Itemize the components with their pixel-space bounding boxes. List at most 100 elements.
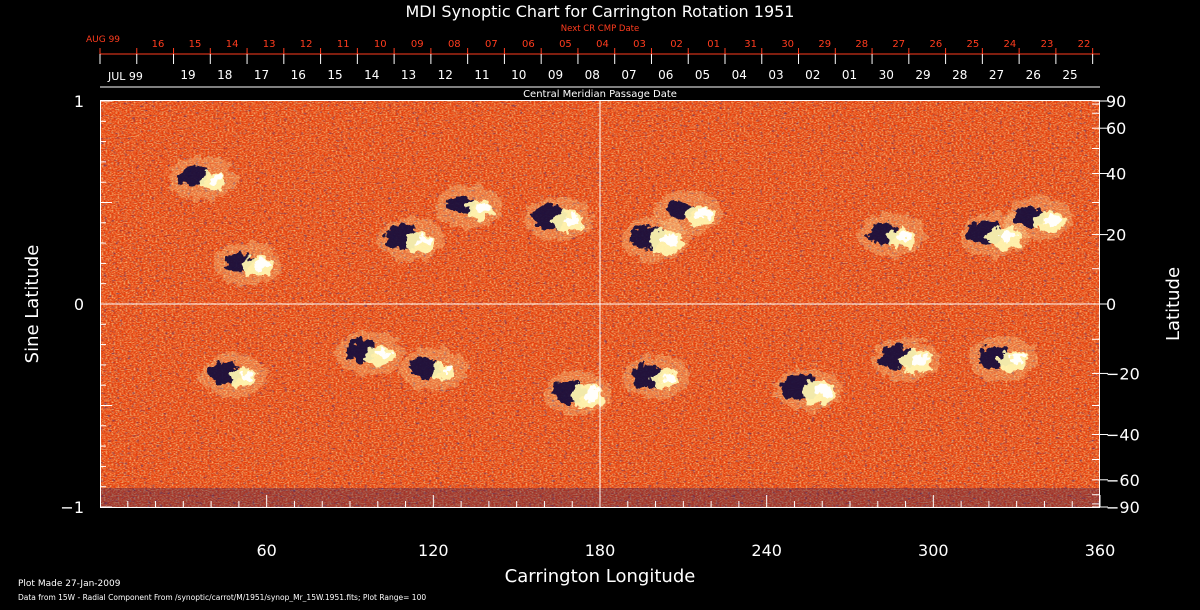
top-axis-tick-label: 08 xyxy=(448,39,461,50)
positive-polarity-core xyxy=(210,174,223,184)
top-axis-tick-label: 02 xyxy=(670,39,683,50)
positive-polarity-core xyxy=(376,348,391,359)
x-tick-label: 300 xyxy=(918,541,949,560)
active-region xyxy=(774,367,843,412)
top-axis-tick-label: 10 xyxy=(374,39,387,50)
top-axis-tick-label: 16 xyxy=(152,39,165,50)
mid-axis-tick-label: 11 xyxy=(474,68,489,82)
mid-axis-tick-label: 18 xyxy=(217,68,232,82)
y-left-tick-label: 0 xyxy=(74,295,84,314)
active-region xyxy=(968,336,1037,381)
mid-axis-ticks: 19 18 17 16 15 14 13 12 11 10 09 08 07 06 05 04 03 02 01 30… xyxy=(99,54,1094,82)
top-axis-tick-label: 01 xyxy=(707,39,720,50)
mid-axis-month: JUL 99 xyxy=(107,70,143,83)
active-region xyxy=(335,330,404,375)
y-axis-left-title: Sine Latitude xyxy=(22,245,43,364)
positive-polarity-core xyxy=(254,259,269,270)
positive-polarity-core xyxy=(814,384,831,397)
top-axis-tick-label: 23 xyxy=(1041,39,1054,50)
y-right-tick-label: 0 xyxy=(1106,295,1116,314)
positive-polarity-core xyxy=(1045,214,1061,226)
mid-axis-tick-label: 28 xyxy=(952,68,967,82)
top-axis-tick-label: 04 xyxy=(596,39,609,50)
positive-polarity-core xyxy=(565,214,580,226)
positive-polarity-core xyxy=(441,365,453,375)
mid-axis-tick-label: 15 xyxy=(327,68,342,82)
active-region xyxy=(1004,196,1073,241)
chart-title: MDI Synoptic Chart for Carrington Rotati… xyxy=(406,2,795,21)
mid-axis-tick-label: 07 xyxy=(621,68,636,82)
top-axis-tick-label: 06 xyxy=(522,39,535,50)
top-axis-tick-label: 25 xyxy=(967,39,980,50)
top-axis-tick-label: 09 xyxy=(411,39,424,50)
data-source-note: Data from 15W - Radial Component From /s… xyxy=(18,593,427,602)
top-axis-ticks: 16 15 14 13 12 11 10 09 08 07 06 05 04 03 02 01 31 30 29 28… xyxy=(99,39,1094,54)
positive-polarity-core xyxy=(1000,229,1017,242)
mid-axis-tick-label: 09 xyxy=(548,68,563,82)
active-region xyxy=(621,355,690,400)
mid-axis-tick-label: 19 xyxy=(180,68,195,82)
active-region xyxy=(871,336,940,381)
x-axis: 60 120 180 240 300 360 xyxy=(127,495,1116,560)
y-right-tick-label: −20 xyxy=(1106,364,1140,383)
positive-polarity-core xyxy=(1009,354,1024,365)
positive-polarity-core xyxy=(477,202,490,213)
mid-axis-tick-label: 27 xyxy=(989,68,1004,82)
top-axis-tick-label: 12 xyxy=(300,39,313,50)
mid-axis-tick-label: 30 xyxy=(879,68,894,82)
y-right-tick-label: 60 xyxy=(1106,119,1126,138)
mid-axis-tick-label: 04 xyxy=(732,68,747,82)
y-right-tick-label: 90 xyxy=(1106,92,1126,111)
mid-axis-tick-label: 14 xyxy=(364,68,379,82)
mid-axis-label: Central Meridian Passage Date xyxy=(523,89,677,100)
top-axis-tick-label: 14 xyxy=(226,39,239,50)
positive-polarity-core xyxy=(663,373,676,383)
positive-polarity-core xyxy=(417,234,433,246)
active-region xyxy=(213,241,282,286)
top-axis-month: AUG 99 xyxy=(86,35,120,45)
top-axis-tick-label: 27 xyxy=(892,39,905,50)
y-right-tick-label: 40 xyxy=(1106,165,1126,184)
x-axis-title: Carrington Longitude xyxy=(505,566,696,587)
mid-axis-tick-label: 13 xyxy=(401,68,416,82)
mid-axis-tick-label: 02 xyxy=(805,68,820,82)
plot-made-note: Plot Made 27-Jan-2009 xyxy=(18,579,121,589)
active-region xyxy=(377,217,446,262)
top-axis-tick-label: 24 xyxy=(1004,39,1017,50)
positive-polarity-core xyxy=(240,370,255,382)
top-axis-tick-label: 11 xyxy=(337,39,350,50)
active-region xyxy=(524,196,593,241)
top-axis-label: Next CR CMP Date xyxy=(561,24,639,34)
positive-polarity-core xyxy=(898,230,913,242)
y-right-tick-label: −60 xyxy=(1106,471,1140,490)
top-axis-tick-label: 26 xyxy=(929,39,942,50)
top-axis-tick-label: 28 xyxy=(855,39,868,50)
negative-polarity-patch xyxy=(409,356,439,378)
mid-axis-tick-label: 26 xyxy=(1026,68,1041,82)
positive-polarity-core xyxy=(911,354,928,366)
x-tick-label: 60 xyxy=(256,541,276,560)
positive-polarity-core xyxy=(583,388,600,401)
mid-axis-tick-label: 25 xyxy=(1062,68,1077,82)
mid-axis-tick-label: 16 xyxy=(291,68,306,82)
y-axis-right-title: Latitude xyxy=(1163,267,1184,341)
top-axis-tick-label: 05 xyxy=(559,39,572,50)
x-tick-label: 180 xyxy=(585,541,616,560)
top-axis-tick-label: 22 xyxy=(1078,39,1091,50)
x-tick-label: 240 xyxy=(751,541,782,560)
mid-axis-tick-label: 12 xyxy=(438,68,453,82)
y-right-tick-label: 20 xyxy=(1106,226,1126,245)
top-axis-tick-label: 03 xyxy=(633,39,646,50)
active-region xyxy=(543,371,612,416)
mid-axis-tick-label: 05 xyxy=(695,68,710,82)
x-tick-label: 360 xyxy=(1085,541,1116,560)
mid-axis-tick-label: 10 xyxy=(511,68,526,82)
top-axis-tick-label: 30 xyxy=(781,39,794,50)
mid-axis-tick-label: 17 xyxy=(254,68,269,82)
top-axis-tick-label: 13 xyxy=(263,39,276,50)
active-region xyxy=(654,190,723,235)
x-tick-label: 120 xyxy=(418,541,449,560)
positive-polarity-core xyxy=(696,208,710,219)
active-region xyxy=(168,156,237,201)
